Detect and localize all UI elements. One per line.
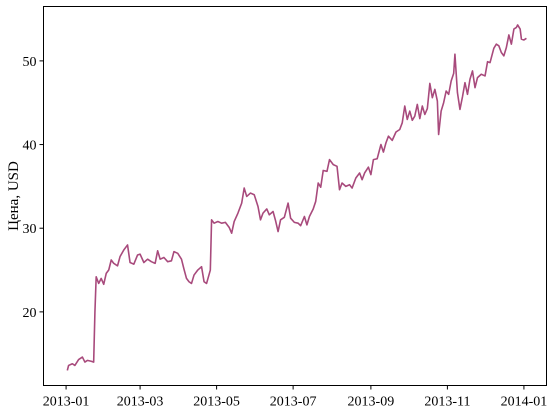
y-tick-label: 50 bbox=[23, 55, 37, 70]
y-tick-label: 20 bbox=[23, 306, 37, 321]
x-tick-label: 2013-11 bbox=[424, 395, 470, 410]
x-tick-label: 2014-01 bbox=[501, 395, 548, 410]
x-tick-label: 2013-05 bbox=[193, 395, 240, 410]
x-tick-label: 2013-09 bbox=[348, 395, 395, 410]
y-axis: 20 30 40 50 bbox=[23, 55, 44, 321]
y-tick-label: 30 bbox=[23, 222, 37, 237]
series-layer bbox=[66, 24, 527, 371]
y-tick-label: 40 bbox=[23, 139, 37, 154]
x-tick-label: 2013-07 bbox=[270, 395, 317, 410]
x-tick-label: 2013-03 bbox=[117, 395, 164, 410]
x-tick-label: 2013-01 bbox=[43, 395, 90, 410]
x-axis: 2013-01 2013-03 2013-05 2013-07 2013-09 2013-… bbox=[43, 385, 548, 410]
y-axis-title: Цена, USD bbox=[6, 161, 22, 231]
plot-area-frame bbox=[43, 6, 547, 386]
price-series-line bbox=[66, 24, 527, 371]
